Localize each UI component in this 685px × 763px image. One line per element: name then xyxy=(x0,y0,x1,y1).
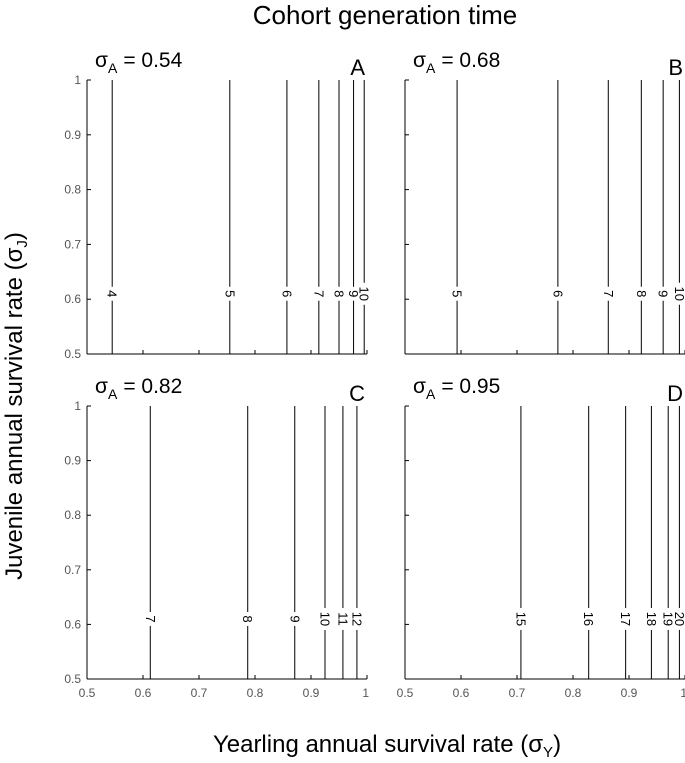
panel-c-contour-label: 12 xyxy=(349,612,364,626)
panel-c-contour-label: 8 xyxy=(240,615,255,622)
panel-b-sigma-label: σA = 0.68 xyxy=(413,49,500,76)
panel-c-contour-label: 10 xyxy=(318,612,333,626)
panel-d-x-tick-label: 0.9 xyxy=(621,686,638,700)
panel-b: 5 6 7 8 9 10 σA = 0.68 B xyxy=(404,49,685,355)
panel-b-letter: B xyxy=(668,55,683,80)
y-axis-label-sub: J xyxy=(14,240,31,248)
panel-a-y-tick-label: 0.6 xyxy=(64,292,81,306)
panel-d-sigma-subscript: A xyxy=(426,386,436,402)
panel-c-x-tick-label: 1 xyxy=(362,686,369,700)
x-axis-label-main: Yearling annual survival rate (σ xyxy=(213,731,543,758)
panel-a-y-tick-label: 0.5 xyxy=(64,347,81,361)
panel-a-sigma-subscript: A xyxy=(108,60,118,76)
panel-a-sigma-symbol: σ xyxy=(95,49,108,72)
panel-c-x-tick-label: 0.8 xyxy=(247,686,264,700)
panel-c-y-tick-label: 0.7 xyxy=(64,563,81,577)
y-axis-label: Juvenile annual survival rate (σJ) xyxy=(1,232,31,580)
panel-c-sigma-label: σA = 0.82 xyxy=(95,375,182,402)
panel-c-contour-label: 11 xyxy=(335,612,350,626)
y-axis-label-main: Juvenile annual survival rate (σ xyxy=(1,247,28,579)
panel-c-x-tick-label: 0.6 xyxy=(135,686,152,700)
figure-title: Cohort generation time xyxy=(253,0,517,30)
panel-a-contour-label: 9 xyxy=(346,290,361,297)
panel-c-x-tick-label: 0.9 xyxy=(303,686,320,700)
panel-d-sigma-label: σA = 0.95 xyxy=(413,375,500,402)
panel-c-sigma-value: = 0.82 xyxy=(123,375,182,398)
panel-c-contour-label: 9 xyxy=(287,615,302,622)
panel-b-sigma-symbol: σ xyxy=(413,49,426,72)
panel-a-contour-label: 8 xyxy=(332,290,347,297)
panel-d-contour-label: 15 xyxy=(513,612,528,626)
panel-a-contour-label: 7 xyxy=(311,290,326,297)
panel-b-contour-label: 9 xyxy=(656,290,671,297)
panel-c-y-tick-label: 0.9 xyxy=(64,454,81,468)
panel-a-contour-label: 5 xyxy=(222,290,237,297)
panel-d-x-tick-label: 1 xyxy=(680,686,685,700)
panel-b-contour-label: 6 xyxy=(550,290,565,297)
panel-a-letter: A xyxy=(350,55,365,80)
panel-c-y-tick-label: 0.5 xyxy=(64,672,81,686)
svg-text:Juvenile annual survival rate: Juvenile annual survival rate (σJ) xyxy=(1,232,31,580)
panel-b-sigma-value: = 0.68 xyxy=(441,49,500,72)
x-axis-label-sub: Y xyxy=(543,744,553,761)
panel-c-sigma-subscript: A xyxy=(108,386,118,402)
panel-a-contour-label: 6 xyxy=(279,290,294,297)
panel-d-contour-label: 20 xyxy=(672,612,685,626)
x-axis-label-close: ) xyxy=(553,731,561,758)
svg-text:Yearling annual survival rate: Yearling annual survival rate (σY) xyxy=(213,731,561,761)
panel-c-letter: C xyxy=(349,381,365,406)
panel-b-contour-label: 7 xyxy=(601,290,616,297)
panel-b-contour-label: 5 xyxy=(450,290,465,297)
panel-d-x-tick-label: 0.8 xyxy=(565,686,582,700)
panel-d-x-tick-label: 0.5 xyxy=(397,686,414,700)
panel-c-y-tick-label: 0.8 xyxy=(64,508,81,522)
panel-b-contour-label: 8 xyxy=(634,290,649,297)
panel-c-x-tick-label: 0.7 xyxy=(191,686,208,700)
panel-a-y-tick-label: 1 xyxy=(74,73,81,87)
panel-a-y-tick-label: 0.9 xyxy=(64,128,81,142)
x-axis-label: Yearling annual survival rate (σY) xyxy=(213,731,561,761)
panel-a-contour-label: 4 xyxy=(105,290,120,297)
panel-a-sigma-label: σA = 0.54 xyxy=(95,49,183,76)
panel-d-x-tick-label: 0.6 xyxy=(453,686,470,700)
panel-c: 0.5 0.6 0.7 0.8 0.9 1 0.5 0.6 0.7 0.8 0.9 1 7 8 9 10 11 1… xyxy=(64,375,369,700)
panel-b-contour-label: 10 xyxy=(672,286,685,300)
panel-d-letter: D xyxy=(667,381,683,406)
panel-c-y-tick-label: 0.6 xyxy=(64,617,81,631)
panel-c-x-tick-label: 0.5 xyxy=(79,686,96,700)
panel-d-contour-label: 17 xyxy=(618,612,633,626)
panel-a-y-tick-label: 0.8 xyxy=(64,183,81,197)
y-axis-label-close: ) xyxy=(1,232,28,240)
panel-d-sigma-value: = 0.95 xyxy=(441,375,500,398)
panel-d-x-tick-label: 0.7 xyxy=(509,686,526,700)
panel-d-contour-label: 19 xyxy=(661,612,676,626)
panel-a-y-tick-label: 0.7 xyxy=(64,237,81,251)
panel-a-contour-label: 10 xyxy=(357,286,372,300)
panel-b-sigma-subscript: A xyxy=(426,60,436,76)
panel-d-contour-label: 16 xyxy=(581,612,596,626)
panel-c-contour-label: 7 xyxy=(143,615,158,622)
panel-c-sigma-symbol: σ xyxy=(95,375,108,398)
panel-d-sigma-symbol: σ xyxy=(413,375,426,398)
panel-c-y-tick-label: 1 xyxy=(74,399,81,413)
panel-a-sigma-value: = 0.54 xyxy=(123,49,182,72)
panel-d-contour-label: 18 xyxy=(644,612,659,626)
